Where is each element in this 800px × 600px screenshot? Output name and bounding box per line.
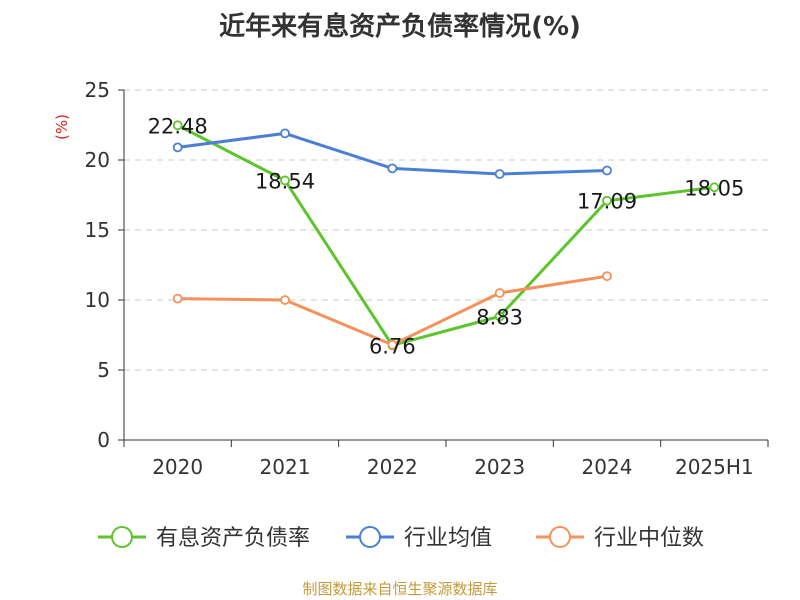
data-label: 18.54 — [255, 169, 315, 193]
data-point — [280, 128, 290, 139]
data-point — [602, 271, 612, 282]
data-point — [280, 295, 290, 305]
data-point — [172, 142, 183, 153]
legend-item-1[interactable]: 行业均值 — [346, 526, 492, 551]
x-tick-label: 2022 — [367, 455, 418, 479]
x-tick-label: 2021 — [260, 455, 311, 479]
data-point — [709, 182, 720, 193]
y-tick-label: 25 — [85, 78, 110, 102]
y-tick-label: 0 — [97, 428, 110, 452]
data-point — [494, 288, 505, 298]
source-note: 制图数据来自恒生聚源数据库 — [302, 580, 498, 598]
data-label: 8.83 — [476, 305, 523, 329]
legend-label: 行业均值 — [404, 526, 492, 551]
y-tick-label: 5 — [97, 358, 110, 382]
grid-lines — [124, 89, 768, 371]
data-label: 6.76 — [369, 334, 416, 358]
data-point — [602, 195, 612, 206]
legend-marker — [111, 526, 133, 548]
data-label: 18.05 — [684, 176, 744, 200]
legend-item-0[interactable]: 有息资产负债率 — [98, 526, 310, 551]
x-tick-label: 2023 — [474, 455, 525, 479]
data-point — [494, 311, 505, 322]
series-line-0 — [176, 123, 715, 347]
data-point — [172, 293, 183, 304]
axes: 0 5 10 15 20 25 2020 2021 2022 2023 2024 2025H1 (%) — [53, 78, 769, 479]
legend-marker — [359, 526, 381, 548]
x-tick-label: 2024 — [582, 455, 633, 479]
legend-label: 有息资产负债率 — [156, 526, 310, 551]
y-tick-label: 15 — [85, 218, 110, 242]
y-axis-unit: (%) — [53, 114, 71, 140]
x-tick-label: 2020 — [152, 455, 203, 479]
series-lines — [172, 120, 720, 351]
data-labels: 22.48 18.54 6.76 8.83 17.09 18.05 — [148, 114, 745, 358]
x-tick-label: 2025H1 — [675, 455, 754, 479]
y-tick-label: 20 — [85, 148, 110, 172]
chart-title: 近年来有息资产负债率情况(%) — [219, 12, 581, 42]
data-point — [494, 169, 505, 179]
data-label: 22.48 — [148, 114, 208, 138]
y-tick-label: 10 — [85, 288, 110, 312]
data-point — [387, 163, 398, 174]
legend-label: 行业中位数 — [594, 526, 704, 551]
data-point — [172, 120, 183, 131]
data-point — [387, 339, 398, 350]
legend-item-2[interactable]: 行业中位数 — [536, 526, 704, 551]
data-label: 17.09 — [577, 190, 637, 214]
data-point — [280, 175, 290, 186]
data-point — [602, 165, 612, 176]
legend[interactable]: 有息资产负债率 行业均值 行业中位数 — [98, 526, 704, 551]
legend-marker — [549, 526, 571, 548]
